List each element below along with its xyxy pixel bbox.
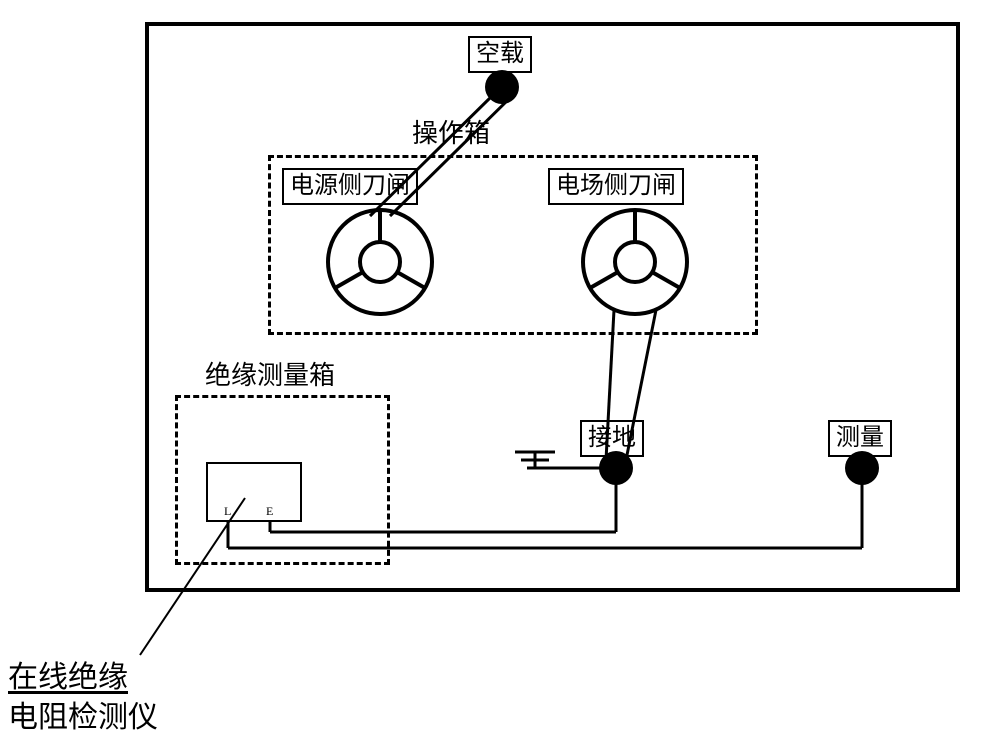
operation-box-title: 操作箱 <box>412 118 490 149</box>
label-power-side-switch: 电源侧刀闸 <box>282 168 418 205</box>
insulation-box-title: 绝缘测量箱 <box>205 360 335 391</box>
terminal-L: L <box>224 504 231 519</box>
node-ground <box>599 451 633 485</box>
label-no-load: 空载 <box>468 36 532 73</box>
diagram-root: 空载 电源侧刀闸 电场侧刀闸 接地 测量 操作箱 绝缘测量箱 在线绝缘 电阻检测… <box>0 0 1000 742</box>
callout-line1: 在线绝缘 <box>8 660 128 696</box>
label-field-side-switch: 电场侧刀闸 <box>548 168 684 205</box>
callout-line2: 电阻检测仪 <box>8 700 158 736</box>
node-measure <box>845 451 879 485</box>
terminal-E: E <box>266 504 273 519</box>
node-top <box>485 70 519 104</box>
insulation-meter: L E <box>206 462 302 522</box>
